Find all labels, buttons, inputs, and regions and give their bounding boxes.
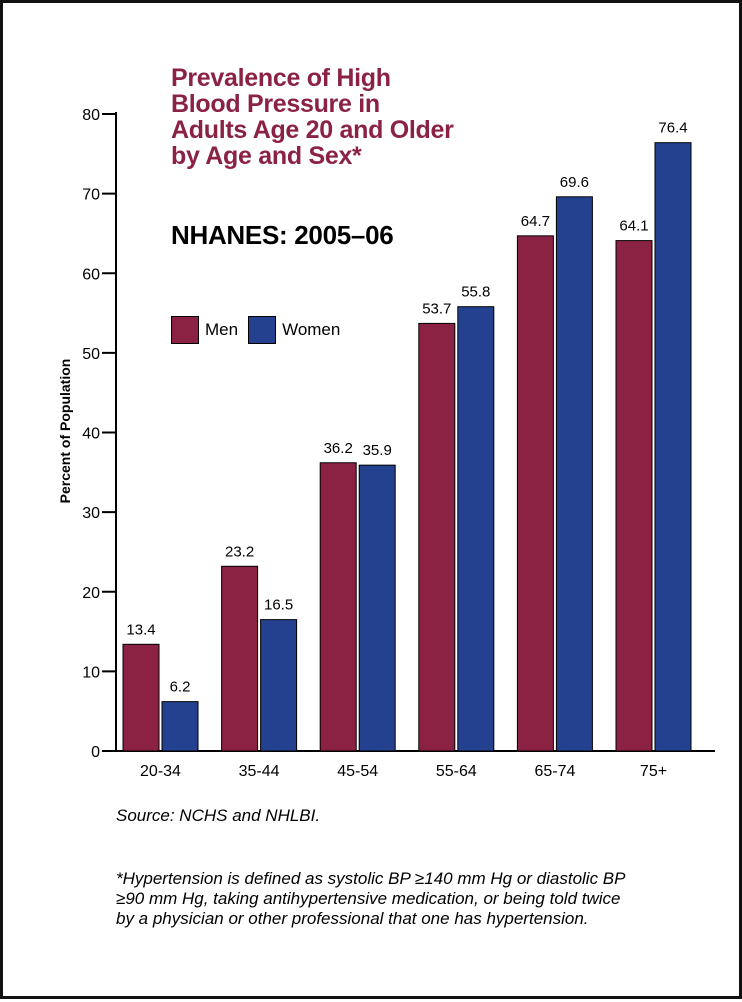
bar-value-label: 16.5 bbox=[264, 597, 293, 614]
bar-men bbox=[516, 235, 554, 752]
bar-women bbox=[260, 619, 298, 752]
bar-value-label: 13.4 bbox=[126, 621, 155, 638]
bar-value-label: 55.8 bbox=[461, 284, 490, 301]
footnote-line: *Hypertension is defined as systolic BP … bbox=[116, 869, 626, 888]
legend-label-women: Women bbox=[282, 320, 341, 339]
legend-swatch-women bbox=[248, 316, 277, 344]
y-tick-label: 20 bbox=[82, 585, 100, 602]
y-tick-label: 70 bbox=[82, 187, 100, 204]
chart-subtitle: NHANES: 2005–06 bbox=[171, 220, 394, 250]
legend-label-men: Men bbox=[205, 320, 239, 339]
bar-value-label: 64.7 bbox=[521, 213, 550, 230]
bar-men bbox=[615, 240, 653, 752]
chart-title-line: Blood Pressure in bbox=[171, 90, 380, 118]
y-tick-label: 10 bbox=[82, 664, 100, 681]
x-tick-label: 35-44 bbox=[239, 763, 280, 780]
bar-value-label: 76.4 bbox=[658, 120, 687, 137]
chart-title-line: Prevalence of High bbox=[171, 64, 391, 92]
chart-title-line: Adults Age 20 and Older bbox=[171, 116, 454, 144]
footnote: *Hypertension is defined as systolic BP … bbox=[116, 869, 676, 929]
bar-women bbox=[457, 306, 495, 752]
bar-men bbox=[319, 462, 357, 752]
y-tick-label: 30 bbox=[82, 505, 100, 522]
bar-men bbox=[418, 322, 456, 752]
legend-swatch-men bbox=[171, 316, 199, 344]
y-tick-label: 0 bbox=[91, 744, 100, 761]
bar-value-label: 36.2 bbox=[324, 440, 353, 457]
x-tick-label: 55-64 bbox=[436, 763, 477, 780]
x-tick-label: 75+ bbox=[640, 763, 667, 780]
y-tick-label: 50 bbox=[82, 346, 100, 363]
bar-value-label: 6.2 bbox=[170, 679, 191, 696]
bar-women bbox=[654, 142, 692, 752]
y-tick-label: 60 bbox=[82, 266, 100, 283]
bar-value-label: 23.2 bbox=[225, 543, 254, 560]
bar-value-label: 69.6 bbox=[560, 174, 589, 191]
chart-title: Prevalence of High Blood Pressure in Adu… bbox=[171, 65, 454, 169]
legend: Men Women bbox=[171, 316, 350, 344]
x-tick-label: 65-74 bbox=[534, 763, 575, 780]
bar-value-label: 53.7 bbox=[422, 300, 451, 317]
bar-value-label: 35.9 bbox=[363, 442, 392, 459]
y-tick-label: 80 bbox=[82, 107, 100, 124]
x-tick-label: 20-34 bbox=[140, 763, 181, 780]
chart-plot: 0 10 20 30 40 50 60 70 80 13.4 6.2 20-34 23.2 16.5 35-… bbox=[82, 107, 715, 780]
x-tick-label: 45-54 bbox=[337, 763, 378, 780]
bar-value-label: 64.1 bbox=[619, 218, 648, 235]
bar-women bbox=[358, 464, 396, 752]
bar-women bbox=[555, 196, 593, 752]
y-axis-label: Percent of Population bbox=[57, 358, 73, 504]
footnote-line: by a physician or other professional tha… bbox=[116, 909, 589, 928]
footnote-line: ≥90 mm Hg, taking antihypertensive medic… bbox=[116, 889, 621, 908]
bar-men bbox=[221, 565, 259, 752]
bar-women bbox=[161, 701, 199, 752]
chart-title-line: by Age and Sex* bbox=[171, 142, 362, 170]
source-note: Source: NCHS and NHLBI. bbox=[116, 806, 321, 825]
y-tick-label: 40 bbox=[82, 426, 100, 443]
bar-men bbox=[122, 643, 160, 752]
